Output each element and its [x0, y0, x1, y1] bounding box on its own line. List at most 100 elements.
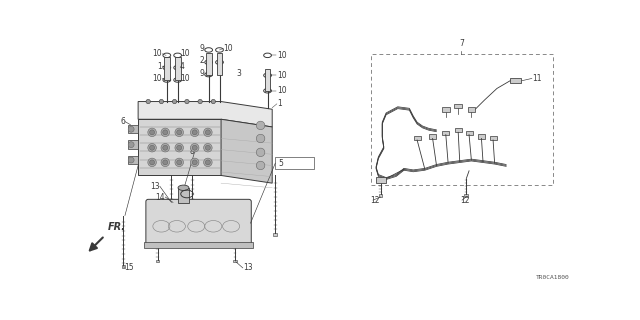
Circle shape — [192, 145, 197, 150]
Bar — [429, 134, 436, 139]
Bar — [510, 78, 521, 83]
Circle shape — [128, 126, 134, 132]
Bar — [379, 194, 383, 197]
Circle shape — [177, 145, 182, 150]
Circle shape — [150, 145, 154, 150]
Circle shape — [150, 130, 154, 135]
Circle shape — [128, 142, 134, 148]
Bar — [191, 203, 195, 205]
Bar — [371, 54, 553, 185]
Text: 4: 4 — [180, 62, 185, 71]
Text: 9: 9 — [199, 44, 204, 53]
Circle shape — [163, 160, 168, 165]
Bar — [490, 136, 497, 140]
Circle shape — [204, 158, 212, 167]
Circle shape — [192, 130, 197, 135]
Polygon shape — [138, 101, 272, 127]
Text: 1: 1 — [277, 99, 282, 108]
Bar — [454, 104, 462, 108]
Circle shape — [204, 128, 212, 137]
Circle shape — [163, 145, 168, 150]
Bar — [273, 233, 277, 236]
Text: 10: 10 — [152, 49, 162, 58]
Text: 10: 10 — [223, 44, 233, 53]
Text: 10: 10 — [277, 86, 287, 95]
Bar — [264, 69, 271, 91]
Circle shape — [128, 157, 134, 163]
Text: 10: 10 — [152, 74, 162, 83]
Circle shape — [205, 160, 211, 165]
Circle shape — [148, 143, 156, 152]
Bar — [467, 107, 476, 112]
Bar — [156, 260, 159, 262]
Text: TR0CA1800: TR0CA1800 — [536, 275, 570, 280]
Polygon shape — [138, 119, 221, 175]
Circle shape — [175, 143, 184, 152]
Bar — [442, 107, 450, 112]
Bar — [216, 53, 223, 75]
Bar — [175, 57, 180, 80]
Circle shape — [192, 160, 197, 165]
Text: 9: 9 — [199, 68, 204, 77]
Circle shape — [191, 143, 199, 152]
Circle shape — [175, 158, 184, 167]
Circle shape — [163, 130, 168, 135]
Text: 12: 12 — [371, 196, 380, 204]
Circle shape — [191, 158, 199, 167]
Text: 1: 1 — [157, 62, 162, 71]
Circle shape — [161, 128, 170, 137]
Circle shape — [256, 148, 265, 156]
Text: 13: 13 — [150, 182, 160, 191]
Circle shape — [177, 130, 182, 135]
Circle shape — [191, 128, 199, 137]
Ellipse shape — [178, 185, 189, 190]
Circle shape — [146, 100, 150, 104]
Text: 7: 7 — [459, 39, 464, 48]
Circle shape — [211, 100, 216, 104]
Text: FR.: FR. — [108, 222, 126, 232]
Bar — [275, 157, 314, 169]
Text: 5: 5 — [278, 159, 284, 168]
FancyBboxPatch shape — [146, 199, 252, 245]
Polygon shape — [128, 140, 138, 149]
Bar — [464, 194, 468, 197]
Bar — [454, 128, 461, 132]
Bar — [413, 136, 420, 140]
Bar — [122, 265, 125, 268]
Circle shape — [159, 100, 164, 104]
Circle shape — [161, 143, 170, 152]
Circle shape — [148, 158, 156, 167]
Text: 15: 15 — [124, 263, 134, 272]
Circle shape — [177, 160, 182, 165]
Bar — [478, 134, 485, 139]
Text: 11: 11 — [532, 74, 541, 83]
Circle shape — [256, 134, 265, 143]
Bar — [164, 57, 170, 80]
Text: 6: 6 — [120, 117, 125, 126]
Circle shape — [205, 130, 211, 135]
Text: 8: 8 — [190, 147, 195, 156]
Text: 10: 10 — [277, 51, 287, 60]
Polygon shape — [128, 125, 138, 133]
Circle shape — [205, 145, 211, 150]
Text: 14: 14 — [156, 193, 165, 202]
Text: 12: 12 — [460, 196, 469, 204]
Bar — [234, 260, 237, 262]
Bar — [170, 203, 173, 205]
Text: 10: 10 — [180, 74, 189, 83]
Circle shape — [256, 121, 265, 130]
Circle shape — [150, 160, 154, 165]
Circle shape — [204, 143, 212, 152]
Circle shape — [175, 128, 184, 137]
Circle shape — [148, 128, 156, 137]
Bar — [465, 131, 472, 135]
Text: 10: 10 — [180, 49, 189, 58]
Text: 10: 10 — [277, 71, 287, 80]
Circle shape — [256, 161, 265, 170]
Text: 2: 2 — [199, 56, 204, 65]
Circle shape — [172, 100, 177, 104]
Polygon shape — [221, 119, 272, 183]
Bar — [178, 188, 189, 203]
Circle shape — [161, 158, 170, 167]
Bar — [376, 177, 386, 183]
